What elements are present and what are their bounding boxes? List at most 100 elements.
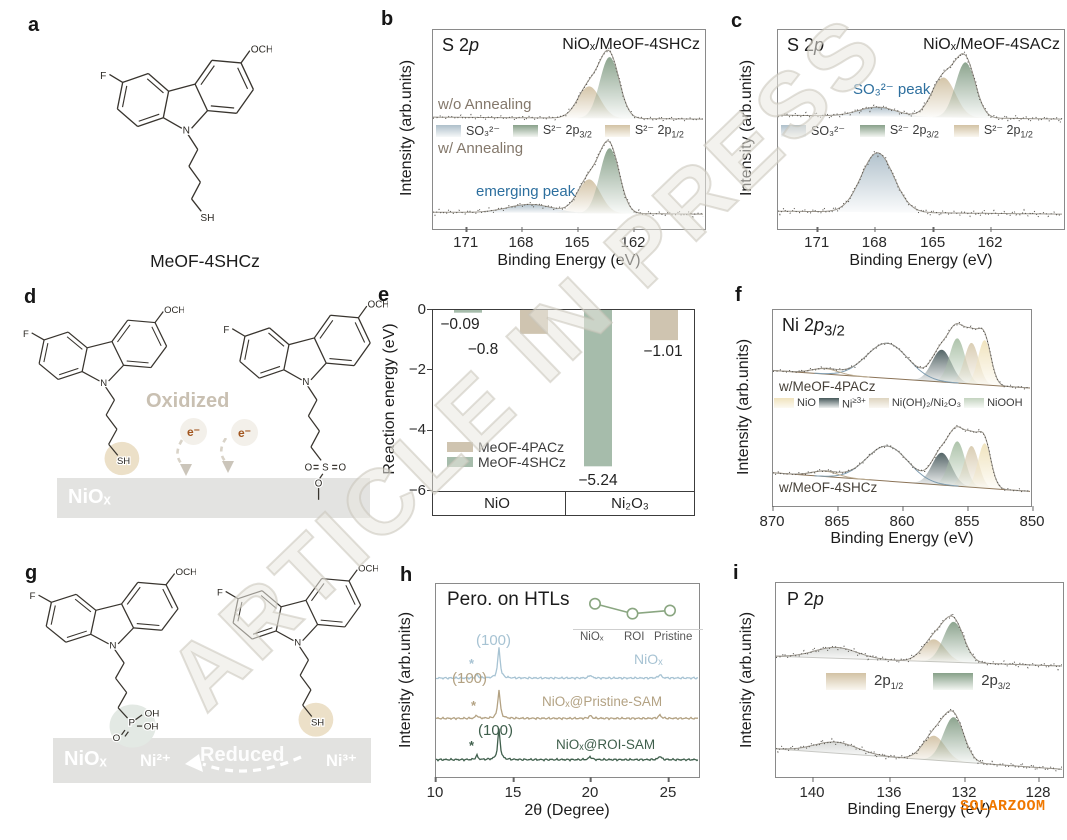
y-tick: −6 <box>408 482 426 499</box>
electron-transfer-arrows-icon <box>176 438 234 476</box>
legend-swatch-so3 <box>436 124 461 137</box>
y-tick: 0 <box>417 301 426 318</box>
plot-title-h: Pero. on HTLs <box>447 589 570 610</box>
x-tick: 20 <box>581 777 599 801</box>
oxidized-label: Oxidized <box>146 390 230 412</box>
x-axis-label-b: Binding Energy (eV) <box>497 252 641 269</box>
panel-letter-g: g <box>25 562 38 584</box>
svg-text:F: F <box>30 591 36 602</box>
x-axis-h: 10 15 20 25 <box>427 777 700 802</box>
legend-label-pacz: MeOF-4PACz <box>478 439 565 455</box>
svg-text:N: N <box>100 378 107 388</box>
plot-title-f: Ni 2p3/2 <box>782 315 845 340</box>
niox-label-g: NiOₓ <box>64 748 107 770</box>
legend-label-niooh: NiOOH <box>987 397 1023 410</box>
niox-substrate-g <box>53 738 371 783</box>
emerging-peak-annotation: emerging peak <box>476 183 576 200</box>
y-tick: −4 <box>408 421 426 438</box>
svg-text:F: F <box>223 325 229 336</box>
x-tick: 140 <box>799 777 825 801</box>
so3-peak-annotation: SO₃²⁻ peak <box>853 81 931 98</box>
category-ni2o3: Ni₂O₃ <box>611 495 649 512</box>
bar-value-pacz-nio: −0.8 <box>467 341 499 358</box>
legend-swatch-s2p32 <box>512 124 538 137</box>
y-axis-label-h: Intensity (arb.units) <box>397 611 414 749</box>
legend-label-so3: SO₃²⁻ <box>466 124 500 139</box>
x-tick: 132 <box>951 777 977 801</box>
x-tick: 855 <box>954 506 980 530</box>
xrd-chart <box>436 647 698 762</box>
y-tick-mark <box>427 429 432 431</box>
svg-text:N: N <box>302 377 309 388</box>
legend-swatch-s2p12 <box>604 124 630 137</box>
x-tick: 168 <box>861 227 887 251</box>
trace-label-niox: NiOₓ <box>634 651 663 667</box>
x-tick: 850 <box>1019 506 1045 530</box>
inset-line-chart <box>588 597 677 620</box>
legend-label-s2p32: S²⁻ 2p3/2 <box>542 123 592 140</box>
legend-swatch-2p32 <box>933 673 974 690</box>
svg-text:F: F <box>23 329 29 339</box>
x-tick: 171 <box>453 227 479 251</box>
xps-p2p-chart <box>776 612 1062 772</box>
svg-text:OCH₃: OCH₃ <box>251 44 272 55</box>
plot-box-h <box>435 583 700 778</box>
reduced-label: Reduced <box>200 744 285 766</box>
legend-c: SO₃²⁻ S²⁻ 2p3/2 S²⁻ 2p1/2 <box>781 122 1033 140</box>
legend-swatch-pacz <box>447 442 473 452</box>
panel-letter-f: f <box>735 284 742 306</box>
molecule-sulfonate-d: FOCH₃NSOOO <box>222 299 388 500</box>
legend-swatch-s2p12 <box>953 124 979 137</box>
svg-text:P: P <box>129 718 136 729</box>
molecule-name: MeOF-4SHCz <box>150 251 260 271</box>
y-axis-label-e: Reaction energy (eV) <box>381 323 398 475</box>
xps-ni2p-chart <box>773 321 1030 493</box>
x-tick: 10 <box>426 777 444 801</box>
svg-text:SH: SH <box>311 716 324 727</box>
panel-letter-e: e <box>378 284 390 306</box>
svg-text:F: F <box>217 587 223 598</box>
x-tick: 15 <box>504 777 522 801</box>
panel-letter-c: c <box>731 10 743 32</box>
y-tick-mark <box>427 369 432 371</box>
bar-value-shcz-nio: −0.09 <box>440 316 480 333</box>
inset-label-roi: ROI <box>624 631 645 643</box>
x-tick: 162 <box>620 227 646 251</box>
x-tick: 865 <box>824 506 850 530</box>
x-axis-label-i: Binding Energy (eV) <box>847 801 991 818</box>
legend-swatch-nio <box>774 398 794 409</box>
svg-text:OCH₃: OCH₃ <box>164 305 184 315</box>
niox-substrate-d <box>57 478 370 518</box>
peak-100-label-niox: (100) <box>476 632 512 649</box>
ni3plus-label: Ni³⁺ <box>326 752 357 770</box>
legend-label-s2p12: S²⁻ 2p1/2 <box>983 123 1033 140</box>
x-axis-i: 140 136 132 128 <box>775 777 1064 802</box>
legend-b: SO₃²⁻ S²⁻ 2p3/2 S²⁻ 2p1/2 <box>436 122 684 140</box>
plot-box-i <box>775 582 1064 778</box>
curve-label-without-annealing: w/o Annealing <box>438 96 532 113</box>
plot-box-f <box>772 309 1032 507</box>
plot-box-b <box>432 29 706 230</box>
legend-e-shcz: MeOF-4SHCz <box>447 454 566 470</box>
legend-swatch-niooh <box>964 398 985 409</box>
curve-label-with-annealing: w/ Annealing <box>438 140 524 157</box>
legend-label-shcz: MeOF-4SHCz <box>478 454 566 470</box>
legend-e-pacz: MeOF-4PACz <box>447 439 564 455</box>
ni2plus-label: Ni²⁺ <box>140 752 171 770</box>
plot-title-b: S 2p <box>442 35 480 55</box>
category-band-e <box>432 491 695 516</box>
category-nio: NiO <box>484 495 510 512</box>
svg-text:OCH₃: OCH₃ <box>368 300 388 311</box>
legend-label-2p32: 2p3/2 <box>981 672 1011 691</box>
legend-swatch-shcz <box>447 457 473 467</box>
electron-badge: e⁻ <box>231 419 258 446</box>
svg-text:OCH₃: OCH₃ <box>175 567 196 578</box>
legend-swatch-nioh2 <box>868 398 889 409</box>
svg-text:O: O <box>315 478 323 489</box>
x-tick: 171 <box>804 227 830 251</box>
svg-text:N: N <box>294 637 301 648</box>
reduction-arrow-icon <box>185 754 302 773</box>
legend-i: 2p1/2 2p3/2 <box>826 672 1010 691</box>
x-tick: 870 <box>759 506 785 530</box>
svg-text:O: O <box>305 462 313 473</box>
